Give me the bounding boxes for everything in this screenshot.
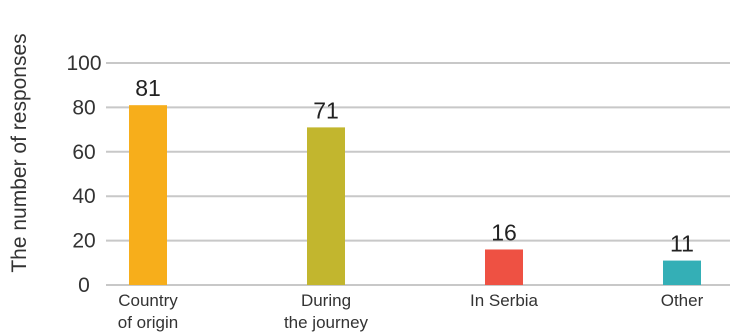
bar-value-label: 16 (491, 219, 517, 245)
data-labels: 81 71 16 11 (135, 75, 694, 256)
bar (129, 105, 167, 286)
x-tick-label: Country (118, 291, 178, 310)
y-tick-label: 60 (72, 141, 95, 164)
bar-value-label: 81 (135, 75, 161, 101)
bar-value-label: 71 (313, 97, 339, 123)
gridlines (106, 62, 730, 286)
x-axis-labels: Country of origin During the journey In Serb… (118, 291, 704, 332)
bar (307, 127, 345, 285)
x-tick-label: of origin (118, 313, 178, 332)
bars (129, 105, 701, 286)
bar (485, 249, 523, 285)
x-tick-label: the journey (284, 313, 369, 332)
x-tick-label: Other (661, 291, 704, 310)
bar-value-label: 11 (670, 231, 694, 257)
bar (663, 260, 701, 285)
y-tick-label: 100 (66, 52, 101, 75)
y-tick-label: 0 (78, 274, 90, 297)
y-tick-label: 20 (72, 230, 95, 253)
x-tick-label: In Serbia (470, 291, 539, 310)
y-axis-ticks: 0 20 40 60 80 100 (66, 52, 101, 297)
y-axis-label: The number of responses (8, 33, 31, 272)
y-tick-label: 40 (72, 185, 95, 208)
y-tick-label: 80 (72, 96, 95, 119)
x-tick-label: During (301, 291, 351, 310)
